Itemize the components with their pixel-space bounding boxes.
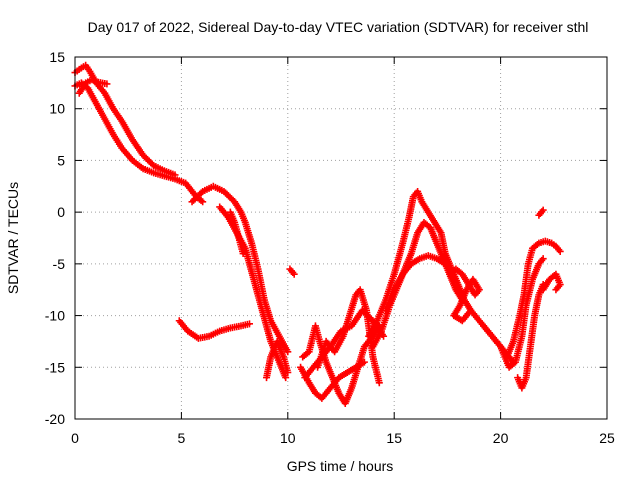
y-tick-label: -5 xyxy=(53,256,66,272)
data-point xyxy=(552,286,560,294)
series-rise-main xyxy=(365,187,517,366)
y-axis-label: SDTVAR / TECUs xyxy=(5,182,21,294)
y-tick-label: 15 xyxy=(49,49,65,65)
data-point xyxy=(284,348,292,356)
y-tick-label: 0 xyxy=(57,204,65,220)
data-point xyxy=(282,374,290,382)
series-evening-tail xyxy=(480,255,547,371)
series-dip-right-branch xyxy=(263,337,292,382)
series-night-drop xyxy=(514,281,547,392)
data-point xyxy=(245,320,253,328)
y-tick-label: 10 xyxy=(49,101,65,117)
series-night-rise xyxy=(503,237,564,361)
series-midday-drop xyxy=(188,182,292,356)
data-point xyxy=(103,80,111,88)
series-afternoon-low xyxy=(175,317,253,342)
x-axis-label: GPS time / hours xyxy=(287,458,394,474)
x-tick-label: 5 xyxy=(178,430,186,446)
y-tick-label: -20 xyxy=(45,411,65,427)
data-point xyxy=(375,379,383,387)
y-tick-label: -15 xyxy=(45,359,65,375)
tick-labels: 0 5 10 15 20 25 -20 -15 -10 -5 0 5 10 15 xyxy=(45,49,615,446)
x-tick-label: 20 xyxy=(493,430,509,446)
data-point xyxy=(197,189,205,197)
data-point xyxy=(239,250,247,258)
series-isolated-point xyxy=(286,265,298,278)
series-night-right xyxy=(539,270,564,294)
y-tick-label: -10 xyxy=(45,308,65,324)
data-point xyxy=(290,270,298,278)
data-point xyxy=(148,160,156,168)
x-tick-label: 0 xyxy=(71,430,79,446)
series-early-side xyxy=(75,76,111,97)
data-point xyxy=(556,247,564,255)
series-rise-tertiary xyxy=(382,252,449,314)
data-point xyxy=(360,358,368,366)
x-tick-label: 25 xyxy=(599,430,615,446)
data-series xyxy=(71,61,564,407)
data-point xyxy=(284,368,292,376)
chart-title: Day 017 of 2022, Sidereal Day-to-day VTE… xyxy=(88,19,589,35)
series-evening-loop xyxy=(446,265,483,325)
x-tick-label: 15 xyxy=(386,430,402,446)
grid xyxy=(75,57,607,419)
plot-frame xyxy=(74,56,608,420)
series-midday-left-dip xyxy=(226,208,247,258)
data-point xyxy=(539,206,547,214)
data-point xyxy=(199,198,207,206)
data-point xyxy=(441,260,449,268)
data-point xyxy=(467,306,475,314)
data-point xyxy=(539,255,547,263)
series-night-isolated xyxy=(535,206,547,219)
x-tick-label: 10 xyxy=(280,430,296,446)
y-tick-label: 5 xyxy=(57,152,65,168)
